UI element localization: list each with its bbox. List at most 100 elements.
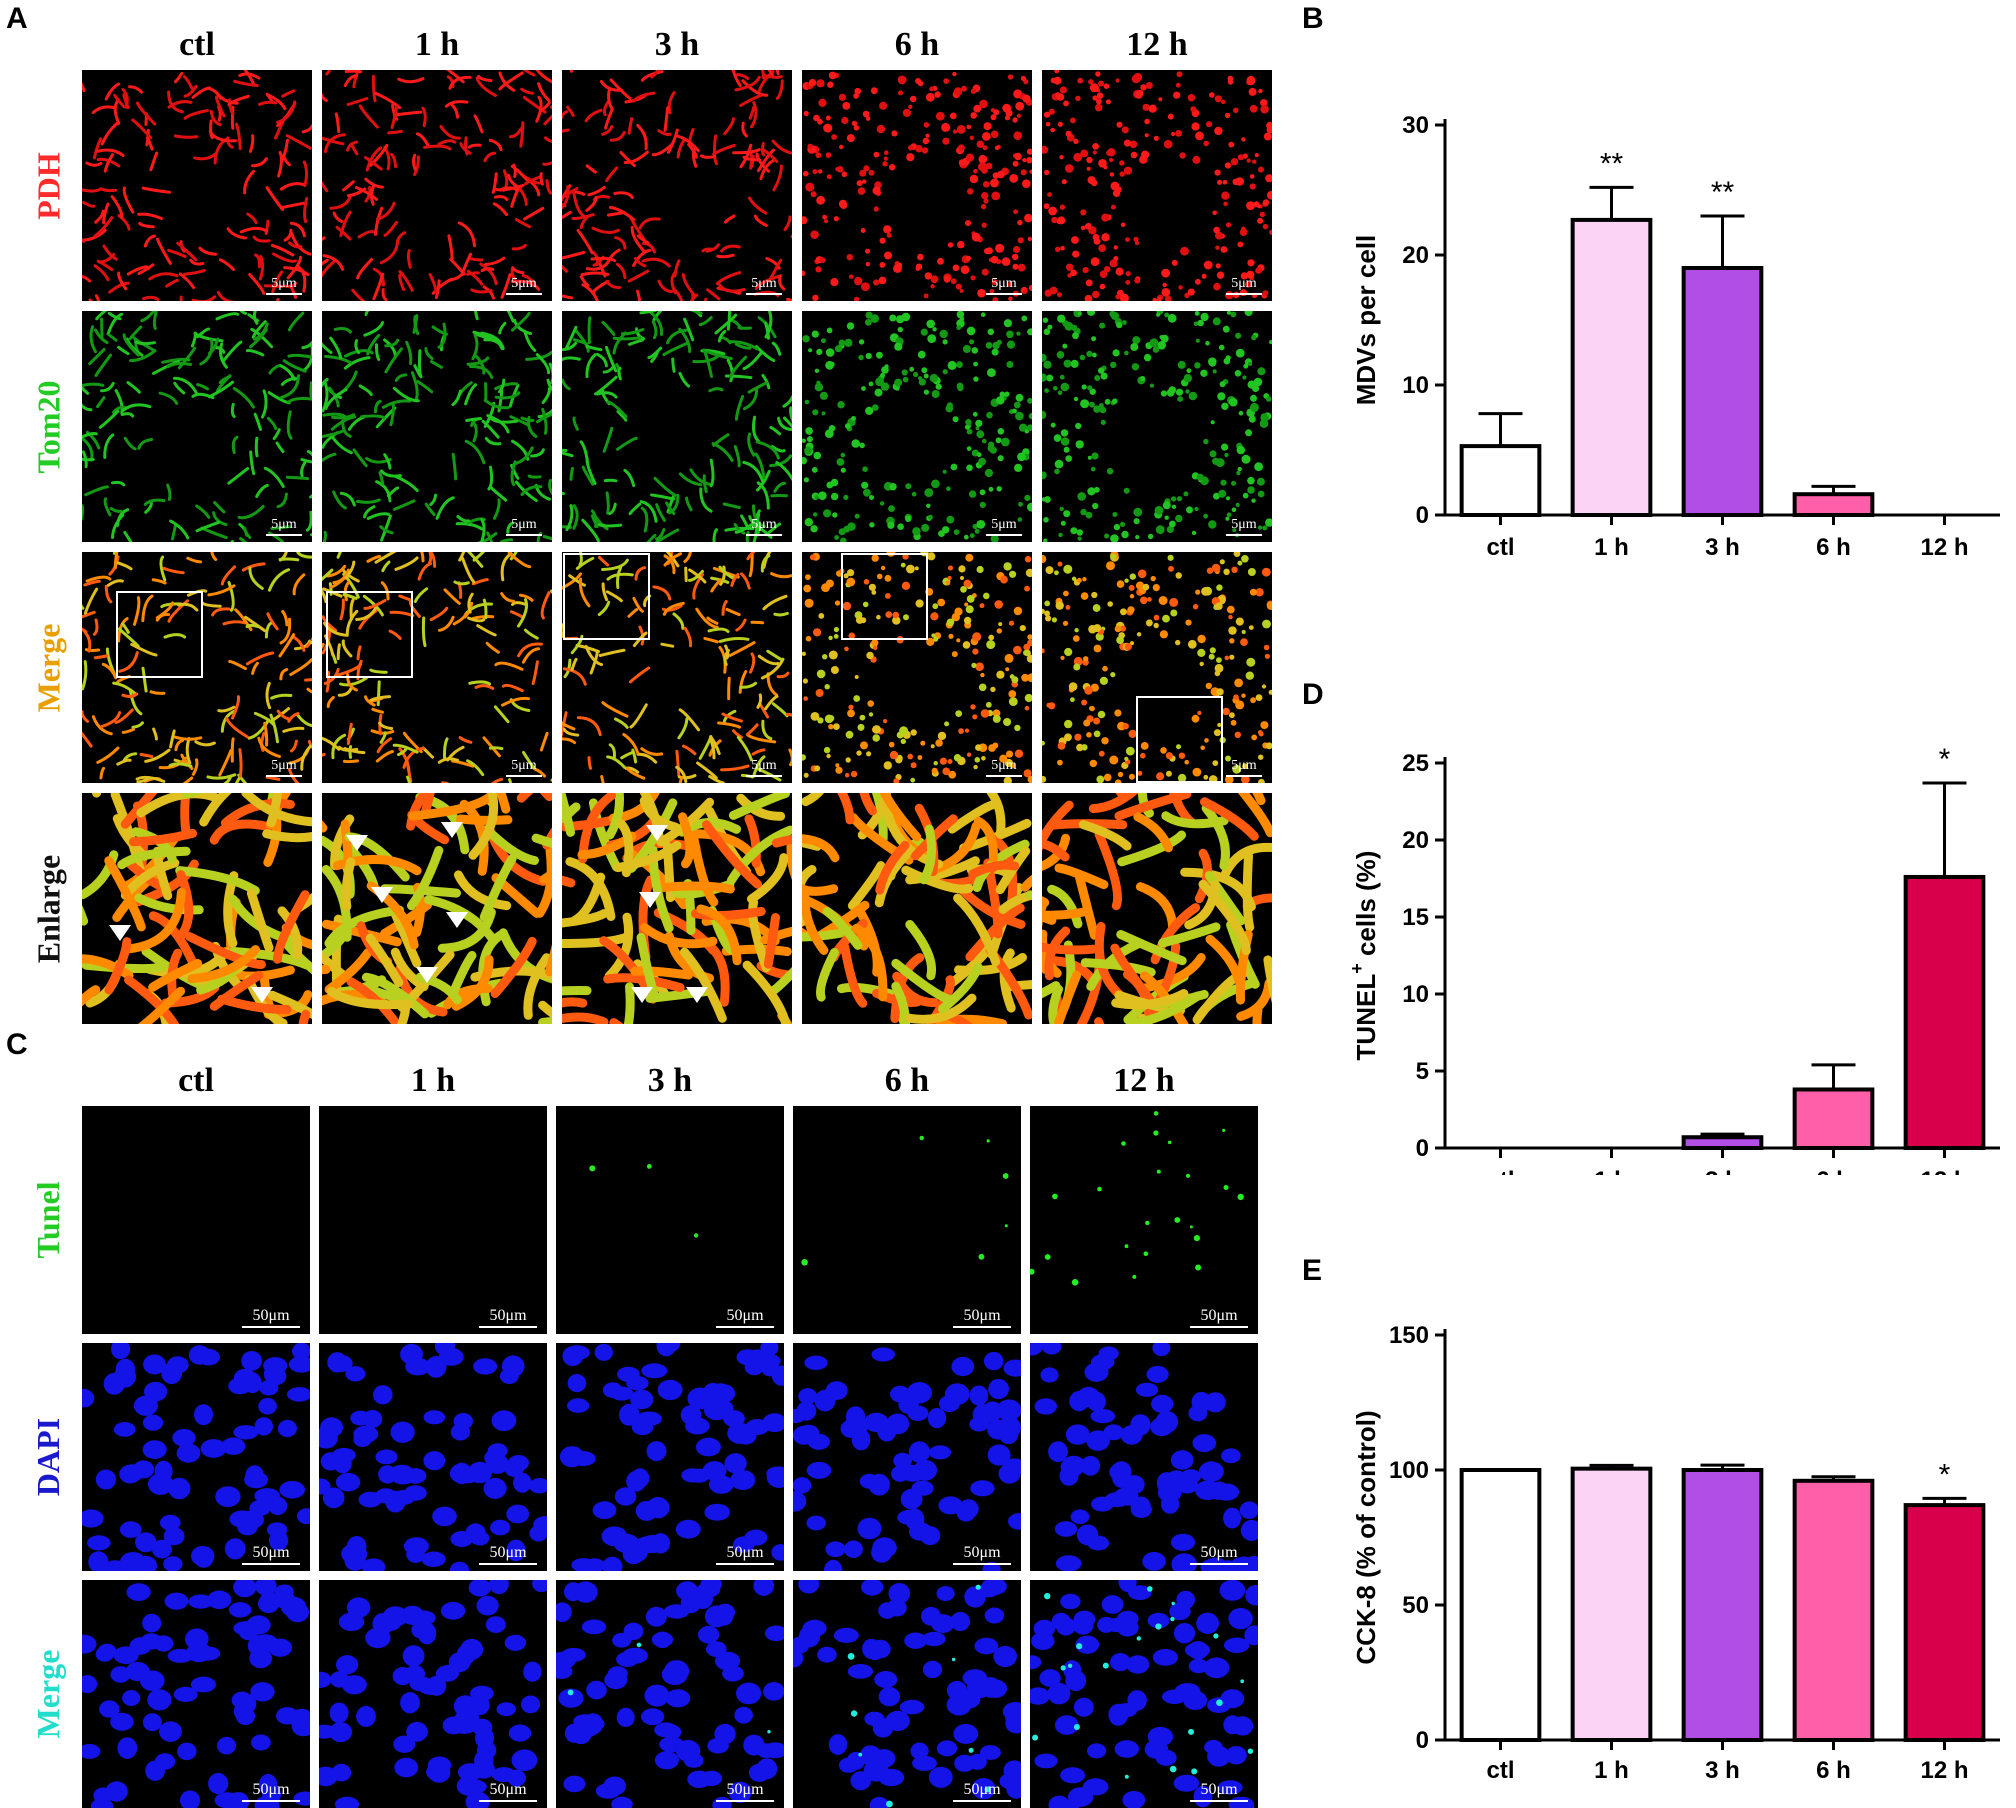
panel_a-image-tom20: 5μm [322, 311, 552, 542]
panel_c-image-tunel: 50μm [319, 1106, 547, 1334]
scale-bar-line [242, 1563, 300, 1565]
y-tick-label: 20 [1402, 827, 1429, 854]
panel_c-image-tunel: 50μm [793, 1106, 1021, 1334]
scale-bar: 5μm [986, 759, 1022, 777]
scale-bar-label: 50μm [963, 1544, 1001, 1561]
scale-bar-label: 50μm [252, 1544, 290, 1561]
bar [1903, 1503, 1986, 1742]
panel_c-image-dapi: 50μm [556, 1343, 784, 1571]
panel_a-image-tom20: 5μm [562, 311, 792, 542]
panel_c-image-dapi: 50μm [82, 1343, 310, 1571]
scale-bar: 5μm [1226, 759, 1262, 777]
panel_a-image-tom20: 5μm [1042, 311, 1272, 542]
scale-bar-label: 5μm [751, 276, 777, 291]
panel_a-image-pdh: 5μm [802, 70, 1032, 301]
panel_c-row-label: Merge [30, 1649, 66, 1739]
panel_a-image-merge: 5μm [1042, 552, 1272, 783]
panel_a-row-label: Enlarge [30, 854, 66, 963]
bar [1792, 1478, 1875, 1743]
panel_a-image-enlarge [1042, 793, 1272, 1024]
panel_a-image-merge: 5μm [802, 552, 1032, 783]
panel_a-column-label: ctl [179, 26, 215, 63]
scale-bar-line [746, 534, 782, 536]
panel_c-image-dapimerge: 50μm [556, 1580, 784, 1808]
panel_c-image-dapimerge: 50μm [319, 1580, 547, 1808]
x-tick-label: 6 h [1816, 1757, 1851, 1780]
scale-bar-line [716, 1563, 774, 1565]
panel_a-image-pdh: 5μm [1042, 70, 1272, 301]
scale-bar-label: 50μm [1200, 1781, 1238, 1798]
y-axis-title-rest: cells (%) [1351, 851, 1381, 964]
significance-marker: ** [1711, 176, 1735, 209]
scale-bar-line [986, 534, 1022, 536]
scale-bar-label: 5μm [1231, 276, 1257, 291]
y-axis-title: MDVs per cell [1351, 235, 1381, 406]
panel_a-image-pdh: 5μm [562, 70, 792, 301]
y-axis-title: CCK-8 (% of control) [1351, 1410, 1381, 1664]
scale-bar-line [479, 1800, 537, 1802]
bar [1903, 874, 1986, 1151]
scale-bar: 50μm [1190, 1545, 1248, 1565]
scale-bar: 50μm [716, 1545, 774, 1565]
panel_a-image-merge: 5μm [322, 552, 552, 783]
x-tick-label: 1 h [1594, 534, 1629, 561]
x-tick-label: 6 h [1816, 534, 1851, 561]
panel-letter-b: B [1302, 2, 1324, 35]
y-tick-label: 50 [1402, 1592, 1429, 1619]
panel_a-row-label: Merge [30, 623, 66, 712]
x-tick-label: 1 h [1594, 1167, 1629, 1175]
panel-letter-a: A [6, 2, 28, 35]
panel_a-image-enlarge [82, 793, 312, 1024]
y-tick-label: 20 [1402, 242, 1429, 269]
panel_a-column-label: 12 h [1126, 26, 1188, 63]
x-tick-label: ctl [1486, 1757, 1514, 1780]
panel_a-image-enlarge [802, 793, 1032, 1024]
panel_a-column-label: 6 h [894, 26, 940, 63]
scale-bar: 50μm [953, 1545, 1011, 1565]
scale-bar-line [479, 1563, 537, 1565]
scale-bar: 50μm [716, 1308, 774, 1328]
scale-bar: 50μm [242, 1308, 300, 1328]
panel_a-image-merge: 5μm [562, 552, 792, 783]
bar [1570, 1466, 1653, 1742]
scale-bar-label: 5μm [991, 276, 1017, 291]
y-tick-label: 0 [1416, 502, 1429, 529]
scale-bar-label: 50μm [1200, 1544, 1238, 1561]
scale-bar-line [986, 293, 1022, 295]
y-tick-label: 10 [1402, 372, 1429, 399]
scale-bar-label: 5μm [511, 276, 537, 291]
scale-bar-line [479, 1326, 537, 1328]
scale-bar: 50μm [953, 1308, 1011, 1328]
scale-bar: 5μm [266, 518, 302, 536]
panel_c-image-tunel: 50μm [556, 1106, 784, 1334]
scale-bar-line [266, 775, 302, 777]
scale-bar-line [1226, 534, 1262, 536]
significance-marker: * [1939, 1458, 1951, 1491]
panel_a-row-label: PDH [30, 151, 66, 220]
scale-bar-label: 5μm [511, 758, 537, 773]
y-tick-label: 5 [1416, 1058, 1429, 1085]
panel_c-image-dapi: 50μm [319, 1343, 547, 1571]
scale-bar-label: 5μm [751, 758, 777, 773]
panel_a-image-enlarge [322, 793, 552, 1024]
panel_c-image-tunel: 50μm [1030, 1106, 1258, 1334]
panel_c-image-dapimerge: 50μm [1030, 1580, 1258, 1808]
scale-bar: 50μm [242, 1545, 300, 1565]
scale-bar: 50μm [1190, 1308, 1248, 1328]
scale-bar: 50μm [716, 1782, 774, 1802]
scale-bar-line [1190, 1563, 1248, 1565]
significance-marker: * [1939, 743, 1951, 776]
panel_c-column-label: 1 h [410, 1062, 456, 1099]
scale-bar-label: 5μm [1231, 758, 1257, 773]
bar [1681, 266, 1764, 517]
panel_a-row-label: Tom20 [30, 379, 66, 474]
scale-bar: 5μm [506, 759, 542, 777]
panel_a-image-pdh: 5μm [322, 70, 552, 301]
panel_c-row-label: Tunel [30, 1181, 66, 1259]
scale-bar: 50μm [479, 1782, 537, 1802]
x-tick-label: 12 h [1920, 1167, 1968, 1175]
scale-bar: 5μm [266, 759, 302, 777]
x-tick-label: 1 h [1594, 1757, 1629, 1780]
scale-bar-line [716, 1800, 774, 1802]
scale-bar: 5μm [746, 759, 782, 777]
